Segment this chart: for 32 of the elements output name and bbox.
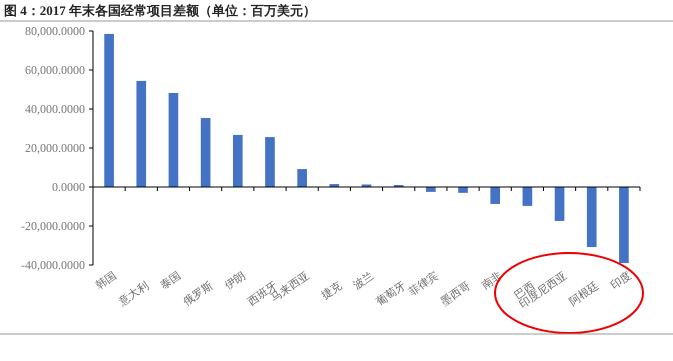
- y-tick-label: -40,000.0000: [21, 258, 85, 272]
- bar: [490, 187, 500, 204]
- bar: [232, 134, 243, 187]
- y-tick-label: 80,000.0000: [25, 24, 85, 38]
- y-tick-label: 20,000.0000: [25, 141, 85, 156]
- bar: [426, 187, 436, 192]
- x-tick-label: 墨西哥: [438, 280, 473, 308]
- bar: [522, 187, 532, 206]
- x-tick-label: 阿根廷: [568, 280, 602, 308]
- chart-title: 图 4：2017 年末各国经常项目差额（单位：百万美元）: [4, 3, 316, 18]
- bar: [619, 187, 629, 264]
- x-tick-label: 波兰: [350, 268, 376, 292]
- bar: [265, 137, 275, 187]
- bar: [104, 34, 114, 187]
- x-tick-label: 印度: [608, 268, 634, 292]
- x-tick-label: 捷克: [318, 278, 344, 302]
- bar: [586, 187, 597, 248]
- x-tick-label: 葡萄牙: [374, 278, 408, 308]
- x-tick-label: 俄罗斯: [180, 278, 216, 308]
- y-tick-label: 0.0000: [52, 180, 85, 194]
- bar: [168, 93, 178, 187]
- y-tick-label: 60,000.0000: [25, 63, 85, 78]
- bar: [458, 187, 468, 193]
- bar: [554, 187, 564, 221]
- bar: [297, 169, 307, 187]
- x-tick-label: 菲律宾: [406, 268, 441, 298]
- x-tick-label: 伊朗: [222, 268, 248, 292]
- bar: [200, 118, 210, 187]
- y-tick-label: -20,000.0000: [21, 219, 85, 234]
- bar: [136, 80, 146, 187]
- y-tick-label: 40,000.0000: [25, 102, 85, 116]
- x-tick-label: 泰国: [158, 270, 184, 292]
